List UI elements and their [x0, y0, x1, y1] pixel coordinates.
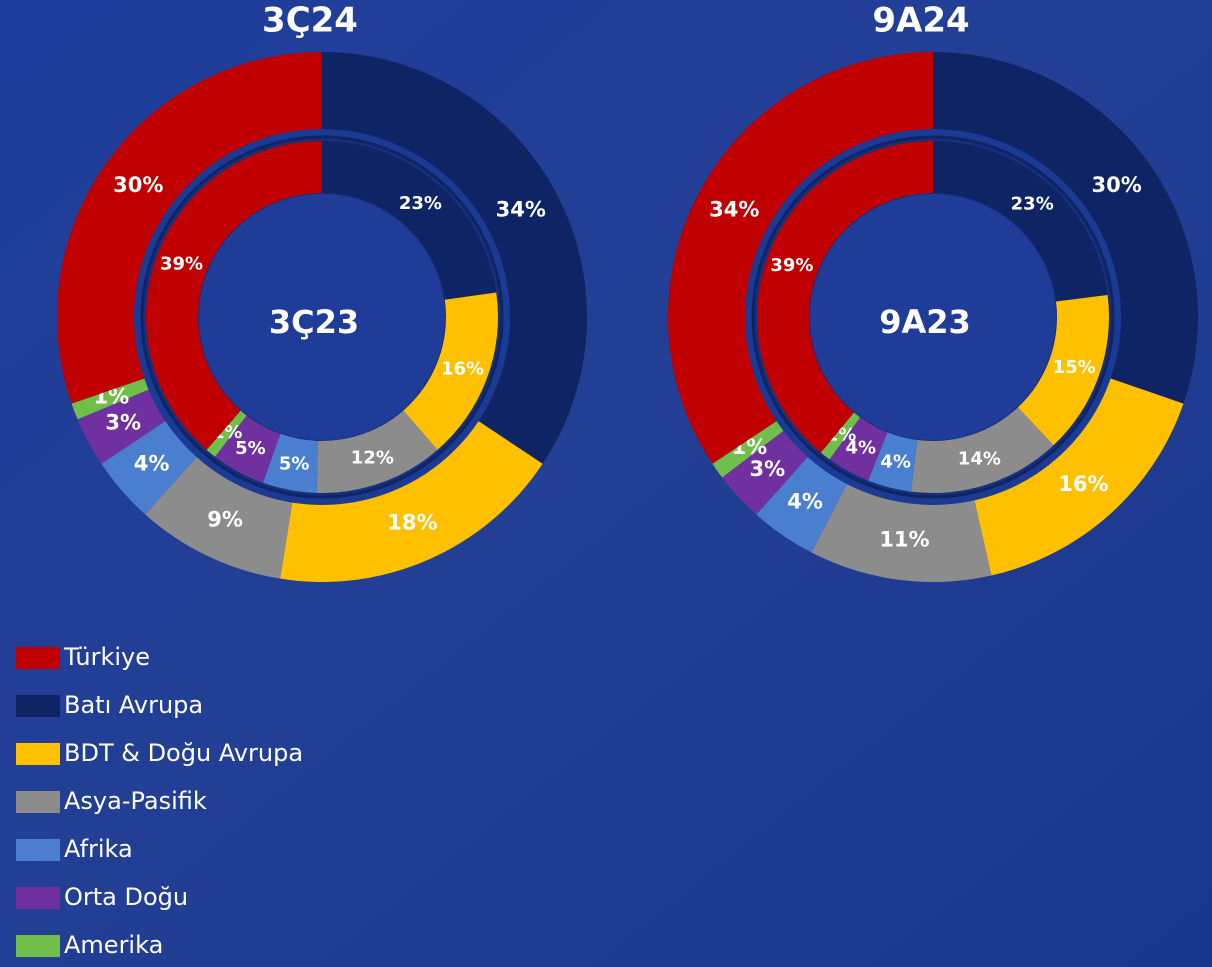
- ring-separator: [134, 129, 510, 505]
- legend-swatch: [16, 695, 60, 717]
- legend-label: Afrika: [64, 835, 133, 863]
- ring-separator: [745, 129, 1121, 505]
- chart-title: 9A24: [872, 1, 969, 41]
- data-label: 18%: [387, 511, 437, 535]
- center-label: 3Ç23: [269, 303, 359, 341]
- legend-swatch: [16, 935, 60, 957]
- legend-swatch: [16, 743, 60, 765]
- data-label: 34%: [709, 198, 759, 222]
- donut-segment: [403, 292, 498, 450]
- data-label: 30%: [113, 173, 163, 197]
- legend-swatch: [16, 887, 60, 909]
- donut-segment: [280, 420, 543, 582]
- data-label: 30%: [1092, 173, 1142, 197]
- ring-border: [140, 135, 504, 499]
- data-label: 16%: [441, 359, 484, 380]
- donut-segment: [77, 388, 168, 464]
- data-label: 4%: [880, 451, 911, 472]
- donut-segment: [868, 432, 918, 492]
- legend-label: Türkiye: [63, 643, 150, 671]
- data-label: 3%: [750, 457, 786, 481]
- donut-segment: [910, 407, 1054, 494]
- donut-segment: [101, 420, 198, 515]
- data-label: 12%: [351, 447, 394, 468]
- donut-segment: [322, 141, 497, 300]
- data-label: 5%: [279, 453, 310, 474]
- donut-segment: [145, 455, 293, 579]
- donut-segment: [820, 412, 861, 460]
- legend-label: Asya-Pasifik: [64, 787, 207, 815]
- data-label: 14%: [958, 449, 1001, 470]
- data-label: 11%: [879, 528, 929, 552]
- donut-segment: [262, 433, 319, 493]
- data-label: 23%: [1011, 193, 1054, 214]
- donut-segment: [933, 52, 1198, 404]
- data-label: 4%: [134, 452, 170, 476]
- donut-segment: [206, 410, 247, 457]
- center-label: 9A23: [879, 303, 971, 341]
- data-label: 15%: [1053, 357, 1096, 378]
- data-label: 9%: [207, 508, 243, 532]
- donut-segment: [973, 377, 1184, 576]
- donut-segment: [145, 141, 322, 450]
- legend-swatch: [16, 839, 60, 861]
- legend-label: BDT & Doğu Avrupa: [64, 739, 303, 767]
- donut-segment: [71, 377, 151, 420]
- data-label: 34%: [496, 198, 546, 222]
- donut-segment: [757, 141, 933, 453]
- chart-title: 3Ç24: [262, 1, 358, 41]
- donut-segment: [712, 420, 785, 478]
- donut-segment: [668, 52, 933, 464]
- data-label: 39%: [770, 255, 813, 276]
- donut-segment: [322, 52, 587, 464]
- legend-label: Orta Doğu: [64, 883, 188, 911]
- data-label: 4%: [845, 437, 876, 458]
- legend-swatch: [16, 791, 60, 813]
- donut-segment: [756, 455, 848, 553]
- legend-label: Batı Avrupa: [64, 691, 203, 719]
- donut-segment: [215, 415, 281, 483]
- donut-segment: [829, 417, 888, 481]
- donut-segment: [57, 52, 323, 404]
- data-label: 39%: [160, 253, 203, 274]
- donut-segment: [933, 141, 1108, 302]
- data-label: 3%: [105, 410, 141, 434]
- donut-segment: [1017, 294, 1109, 446]
- hole: [810, 194, 1056, 440]
- legend-label: Amerika: [64, 931, 163, 959]
- donut-segment: [722, 429, 809, 515]
- ring-border: [751, 135, 1115, 499]
- data-label: 16%: [1058, 472, 1108, 496]
- donut-segment: [316, 410, 438, 493]
- data-label: 5%: [235, 438, 266, 459]
- hole: [199, 194, 445, 440]
- data-label: 23%: [399, 193, 442, 214]
- donut-segment: [811, 482, 992, 582]
- data-label: 4%: [787, 490, 823, 514]
- legend-swatch: [16, 647, 60, 669]
